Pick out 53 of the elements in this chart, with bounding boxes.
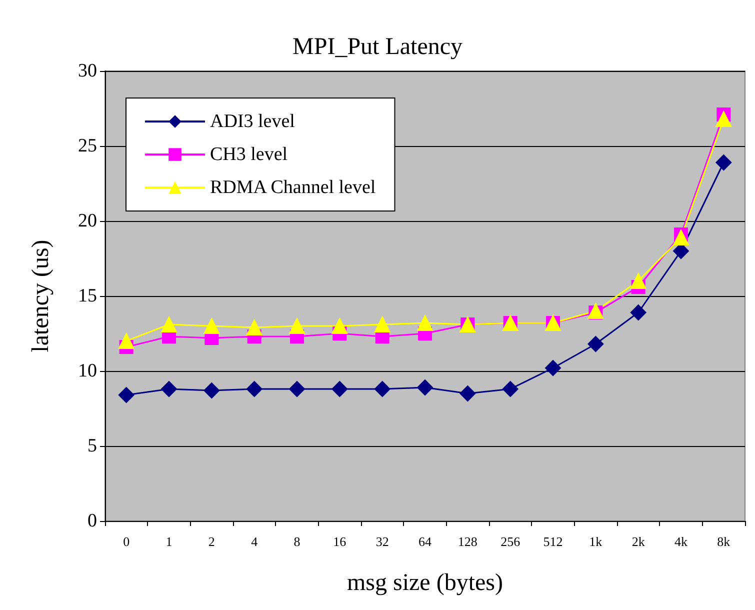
x-tick-label: 1: [166, 534, 172, 549]
point: [417, 315, 433, 331]
x-tick-label: 8: [294, 534, 300, 549]
point: [673, 230, 689, 246]
point: [545, 360, 561, 376]
point: [246, 381, 262, 397]
y-tick-label: 20: [78, 210, 97, 232]
chart-title: MPI_Put Latency: [292, 34, 462, 60]
y-axis-title: latency (us): [28, 240, 54, 352]
x-tick-label: 0: [123, 534, 130, 549]
point: [204, 318, 220, 334]
x-tick-label: 4k: [674, 534, 688, 549]
point: [246, 320, 262, 336]
point: [118, 333, 134, 349]
y-tick-label: 0: [88, 510, 97, 532]
point: [417, 380, 433, 396]
point: [289, 381, 305, 397]
x-tick-label: 4: [251, 534, 258, 549]
y-tick-label: 30: [78, 60, 97, 82]
x-tick-label: 256: [500, 534, 521, 549]
point: [588, 336, 604, 352]
point: [118, 387, 134, 403]
point: [161, 316, 177, 332]
x-tick-label: 32: [376, 534, 389, 549]
x-tick-label: 64: [418, 534, 432, 549]
point: [460, 386, 476, 402]
x-tick-label: 16: [333, 534, 347, 549]
point: [716, 154, 732, 170]
point: [630, 273, 646, 289]
y-tick-label: 10: [78, 360, 97, 382]
point: [204, 382, 220, 398]
point: [716, 111, 732, 127]
point: [374, 381, 390, 397]
x-tick-label: 2k: [632, 534, 646, 549]
x-tick-label: 128: [458, 534, 478, 549]
x-tick-label: 512: [543, 534, 563, 549]
x-axis-title: msg size (bytes): [347, 570, 503, 596]
point: [161, 381, 177, 397]
legend-label: RDMA Channel level: [210, 177, 376, 198]
x-tick-label: 8k: [717, 534, 731, 549]
point: [374, 316, 390, 332]
y-tick-label: 15: [78, 286, 97, 306]
legend-label: ADI3 level: [210, 111, 295, 132]
point: [332, 381, 348, 397]
legend-label: CH3 level: [210, 144, 288, 165]
y-tick-label: 5: [88, 436, 97, 456]
point: [502, 381, 518, 397]
y-tick-label: 25: [78, 136, 97, 156]
point: [289, 318, 305, 334]
x-tick-label: 2: [208, 534, 215, 549]
x-tick-label: 1k: [589, 534, 603, 549]
point: [332, 318, 348, 334]
point: [630, 304, 646, 320]
